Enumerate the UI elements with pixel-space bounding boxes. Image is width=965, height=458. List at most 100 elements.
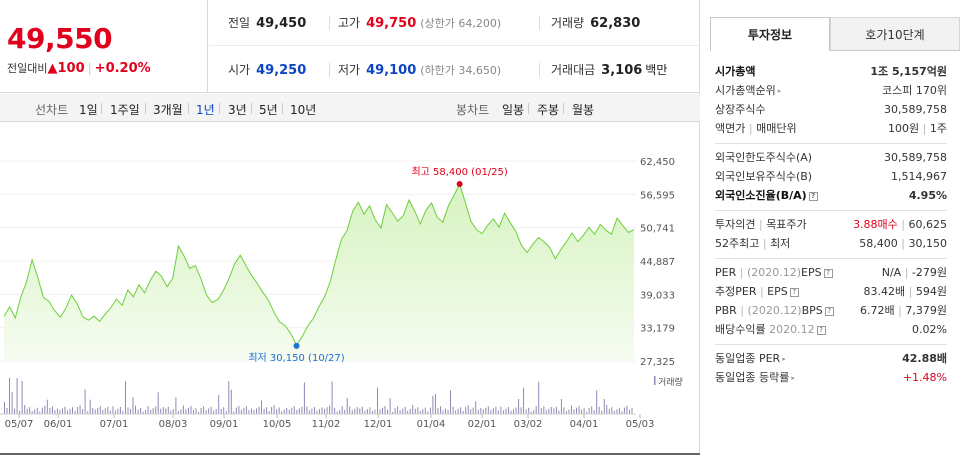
- lower-limit: (하한가 34,650): [420, 64, 502, 77]
- info-value-text: 42.88배: [902, 352, 947, 365]
- info-value: 코스피 170위: [882, 81, 947, 100]
- info-label-text: 52주최고: [715, 237, 760, 250]
- volume-bar: [49, 408, 51, 414]
- volume-bar: [251, 408, 252, 414]
- volume-bar: [311, 408, 313, 414]
- x-tick-label: 12/01: [364, 419, 393, 430]
- open-price: 시가 49,250: [228, 47, 306, 93]
- volume-bar: [377, 387, 378, 414]
- volume-bar: [429, 407, 431, 414]
- tab-1w[interactable]: 1주일: [110, 103, 140, 117]
- info-section: 외국인한도주식수(A) 30,589,758 외국인보유주식수(B) 1,514,96…: [715, 144, 947, 211]
- volume-bar: [422, 409, 424, 414]
- volume-bar: [253, 410, 255, 414]
- change-value: 100: [57, 61, 85, 76]
- volume-bar: [172, 409, 174, 414]
- volume-bar: [135, 405, 136, 414]
- info-value: 0.02%: [912, 320, 947, 339]
- divider: [329, 63, 330, 77]
- info-label-text: 외국인보유주식수(B): [715, 170, 813, 183]
- info-value-text: 58,400: [859, 237, 898, 250]
- volume-bar: [480, 408, 482, 414]
- info-value-text: 83.42배: [863, 285, 906, 298]
- volume-bar: [306, 406, 308, 414]
- low-marker: [293, 342, 300, 349]
- tab-1d[interactable]: 1일: [79, 103, 98, 117]
- tab-10y[interactable]: 10년: [290, 103, 317, 117]
- info-value-text: 7,379원: [905, 304, 947, 317]
- volume-bar: [596, 390, 598, 414]
- volume-bar: [560, 399, 562, 414]
- volume-bar: [581, 409, 583, 414]
- volume-bar: [198, 412, 199, 414]
- volume-legend-label: 거래량: [658, 376, 683, 388]
- volume-bar: [359, 408, 361, 414]
- info-label-text: 외국인한도주식수(A): [715, 151, 813, 164]
- chevron-right-icon[interactable]: ▸: [777, 86, 782, 95]
- volume-bar: [457, 408, 459, 414]
- tab-monthly[interactable]: 월봉: [572, 103, 595, 117]
- info-label-text: 동일업종 등락률: [715, 371, 790, 384]
- help-icon[interactable]: ?: [808, 191, 818, 201]
- volume-bar: [24, 405, 26, 414]
- divider: |: [897, 218, 909, 231]
- info-row: 동일업종 PER ▸ 42.88배: [715, 349, 947, 368]
- info-label: 동일업종 등락률 ▸: [715, 368, 795, 388]
- volume-bar: [603, 399, 605, 414]
- tab-daily[interactable]: 일봉: [502, 103, 525, 117]
- divider: |: [756, 285, 768, 298]
- volume-bar: [576, 407, 577, 414]
- volume-bar: [361, 406, 363, 414]
- volume-bar: [286, 408, 288, 414]
- help-icon[interactable]: ?: [824, 306, 834, 316]
- divider: |: [897, 237, 909, 250]
- chevron-right-icon[interactable]: ▸: [782, 354, 786, 363]
- tab-1y[interactable]: 1년: [196, 103, 215, 117]
- volume-bar: [296, 410, 298, 414]
- tab-weekly[interactable]: 주봉: [537, 103, 560, 117]
- info-value-text: 30,589,758: [884, 103, 947, 116]
- y-tick-label: 27,325: [640, 357, 675, 368]
- tab-3y[interactable]: 3년: [228, 103, 247, 117]
- info-label-text: PER: [715, 266, 737, 279]
- volume-bar: [331, 381, 333, 414]
- info-value-text: 3.88매수: [853, 218, 898, 231]
- volume-bar: [518, 399, 520, 414]
- tab-investment-info[interactable]: 투자정보: [710, 17, 830, 51]
- help-icon[interactable]: ?: [823, 268, 833, 278]
- volume-bar: [44, 405, 46, 414]
- info-value: 1조 5,157억원: [870, 62, 947, 81]
- stats-row-1: 전일 49,450 고가 49,750 (상한가 64,200) 거래량 62,830: [209, 0, 700, 46]
- info-value: N/A | -279원: [882, 263, 947, 282]
- volume-bar: [74, 411, 76, 414]
- low-value: 49,100: [366, 63, 417, 78]
- x-tick-label: 08/03: [159, 419, 188, 430]
- tab-3m[interactable]: 3개월: [153, 103, 183, 117]
- info-value: 100원 | 1주: [888, 119, 947, 138]
- x-tick-label: 11/02: [312, 419, 341, 430]
- volume-bar: [492, 408, 494, 414]
- divider: [539, 63, 540, 77]
- info-value-text: 4.95%: [908, 189, 947, 202]
- volume-bar: [208, 408, 210, 414]
- info-tabs: 투자정보 호가10단계: [710, 17, 960, 51]
- chevron-right-icon[interactable]: ▸: [791, 373, 795, 382]
- volume-bar: [326, 407, 328, 414]
- volume-bar: [301, 406, 303, 414]
- volume-bar: [9, 378, 10, 414]
- help-icon[interactable]: ?: [789, 287, 799, 297]
- info-row: 외국인한도주식수(A) 30,589,758: [715, 148, 947, 167]
- change-label: 전일대비: [7, 62, 48, 75]
- volume-bar: [573, 409, 575, 414]
- high-value: 49,750: [366, 16, 417, 31]
- volume-bar: [482, 409, 484, 414]
- tab-order-book[interactable]: 호가10단계: [830, 17, 960, 51]
- info-row: 동일업종 등락률 ▸ +1.48%: [715, 368, 947, 387]
- info-value-text: 60,625: [908, 218, 948, 231]
- volume-bar: [601, 410, 603, 414]
- help-icon[interactable]: ?: [816, 325, 826, 335]
- tab-5y[interactable]: 5년: [259, 103, 278, 117]
- volume-bar: [374, 409, 376, 414]
- info-label: 상장주식수: [715, 100, 766, 119]
